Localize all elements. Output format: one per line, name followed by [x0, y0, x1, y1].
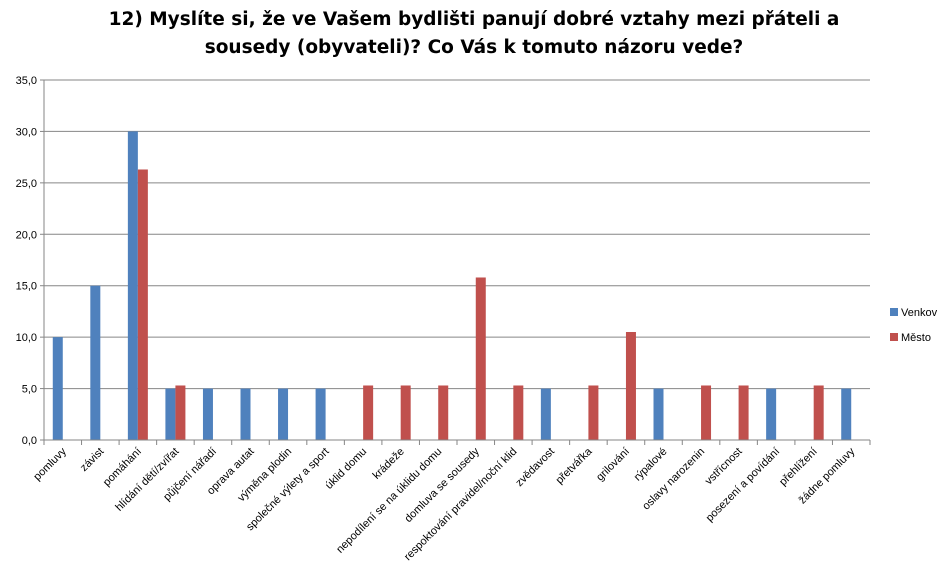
bar-město	[475, 277, 486, 440]
chart-title: 12) Myslíte si, že ve Vašem bydlišti pan…	[0, 6, 948, 62]
legend: Venkov Město	[890, 307, 938, 344]
bar-město	[701, 385, 712, 440]
bar-venkov	[278, 388, 289, 440]
y-tick-label: 35,0	[16, 75, 37, 87]
bar-venkov	[127, 131, 138, 440]
y-axis-tick-labels: 0,0 5,0 10,0 15,0 20,0 25,0 30,0 35,0	[16, 75, 37, 447]
bar-město	[625, 332, 636, 440]
x-category-label: hlídání dětí/zvířat	[113, 446, 181, 514]
bar-město	[137, 169, 148, 440]
bar-venkov	[653, 388, 664, 440]
y-tick-label: 10,0	[16, 332, 37, 344]
x-category-label: závist	[78, 446, 106, 474]
bar-venkov	[202, 388, 213, 440]
x-category-label: zvědavost	[513, 446, 557, 490]
y-tick-label: 20,0	[16, 229, 37, 241]
bar-venkov	[766, 388, 777, 440]
bar-město	[438, 385, 449, 440]
bar-město	[588, 385, 599, 440]
x-category-label: pomluvy	[31, 445, 69, 483]
x-category-label: posezení a povídání	[704, 446, 783, 525]
bar-město	[738, 385, 749, 440]
y-tick-label: 0,0	[22, 435, 37, 447]
axes	[40, 79, 871, 445]
bar-venkov	[165, 388, 176, 440]
bar-město	[175, 385, 186, 440]
x-category-label: přetvářka	[554, 445, 596, 487]
bar-venkov	[841, 388, 852, 440]
y-tick-label: 30,0	[16, 126, 37, 138]
gridlines	[44, 79, 870, 390]
y-tick-label: 15,0	[16, 281, 37, 293]
x-category-label: rýpalové	[632, 446, 670, 484]
bar-venkov	[240, 388, 251, 440]
bar-město	[813, 385, 824, 440]
bar-město	[400, 385, 411, 440]
x-category-label: krádeže	[371, 446, 407, 482]
legend-swatch-venkov	[890, 308, 898, 316]
y-tick-label: 5,0	[22, 384, 37, 396]
bar-město	[363, 385, 374, 440]
bar-venkov	[90, 285, 101, 440]
bar-venkov	[540, 388, 551, 440]
legend-swatch-město	[890, 333, 898, 341]
chart-title-line-2: sousedy (obyvateli)? Co Vás k tomuto náz…	[204, 37, 744, 58]
legend-label: Město	[901, 332, 931, 344]
chart-title-line-1: 12) Myslíte si, že ve Vašem bydlišti pan…	[108, 9, 840, 30]
bar-město	[513, 385, 524, 440]
legend-label: Venkov	[901, 307, 938, 319]
bar-venkov	[315, 388, 326, 440]
y-tick-label: 25,0	[16, 178, 37, 190]
bar-venkov	[52, 337, 63, 440]
bars	[52, 131, 852, 440]
x-category-label: grilování	[594, 446, 632, 484]
